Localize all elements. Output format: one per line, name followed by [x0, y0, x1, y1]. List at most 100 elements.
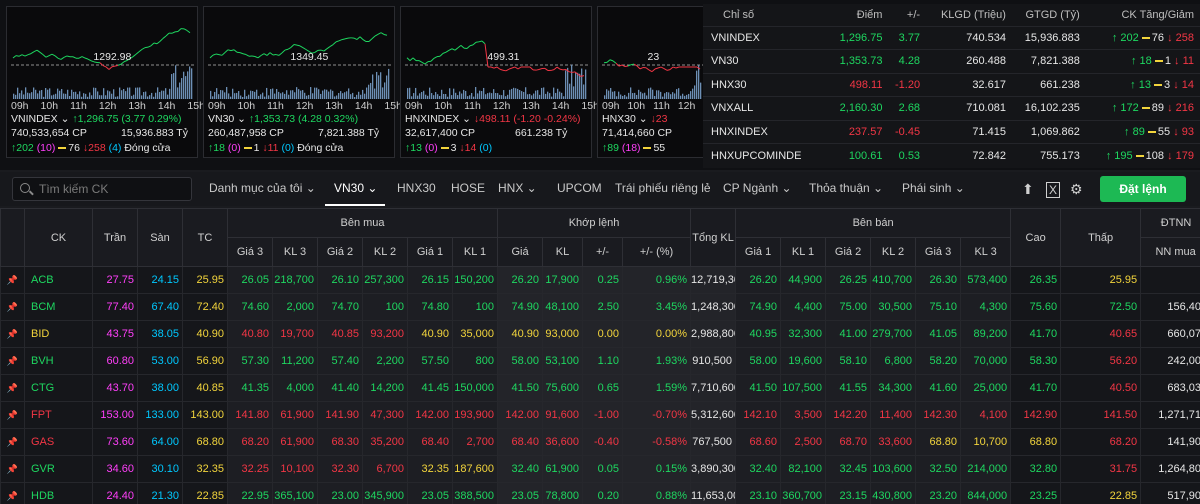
index-header: CK Tăng/Giảm	[1121, 8, 1194, 21]
index-volume: 71.415	[926, 119, 1012, 144]
col-s2: Giá 2	[825, 237, 872, 267]
symbol-cell[interactable]: BCM	[24, 293, 93, 321]
declines: ↓11	[262, 142, 282, 154]
table-row[interactable]: 📌 GAS 73.60 64.00 68.80 68.20 61,900 68.30 35,20…	[0, 428, 1200, 456]
data-cell: 44,900	[780, 266, 827, 294]
col-bv2: KL 2	[362, 237, 408, 267]
data-cell: 41.45	[407, 374, 453, 402]
index-row[interactable]: HNX30 498.11 -1.20 32.617 661.238 ↑ 13 3 ↓ 14	[703, 72, 1200, 97]
table-row[interactable]: 📌 GVR 34.60 30.10 32.35 32.25 10,100 32.30 6,700…	[0, 455, 1200, 483]
time-label: 09h	[11, 100, 29, 112]
symbol-cell[interactable]: GVR	[24, 455, 93, 483]
symbol-cell[interactable]: FPT	[24, 401, 93, 429]
tab-upcom[interactable]: UPCOM	[557, 181, 602, 195]
symbol-cell[interactable]: BVH	[24, 347, 93, 375]
place-order-button[interactable]: Đặt lệnh	[1100, 176, 1186, 202]
table-row[interactable]: 📌 FPT 153.00 133.00 143.00 141.80 61,900 141.90…	[0, 401, 1200, 429]
index-header: +/-	[906, 8, 921, 21]
upload-icon[interactable]: ⬆	[1022, 181, 1034, 197]
data-cell: 47,300	[362, 401, 408, 429]
data-cell: 142.30	[915, 401, 962, 429]
data-cell: 48,100	[542, 293, 584, 321]
pin-icon[interactable]: 📌	[0, 293, 25, 321]
symbol-cell[interactable]: ACB	[24, 266, 93, 294]
data-cell: 26.10	[317, 266, 363, 294]
symbol-cell[interactable]: HDB	[24, 482, 93, 504]
mini-chart-hnxindex[interactable]: 499.31 09h 10h 11h 12h 13h 14h 15h HNXINDEX ⌄ ↓4…	[400, 6, 599, 158]
index-value: 1,069.862	[1011, 119, 1086, 144]
data-cell: 32.35	[182, 455, 228, 483]
pin-icon[interactable]: 📌	[0, 374, 25, 402]
col-ceiling: Trần	[92, 208, 138, 267]
mini-chart-vn30[interactable]: 1349.45 09h 10h 11h 12h 13h 14h 15h VN30 ⌄ ↑1,35…	[203, 6, 402, 158]
data-cell: 23.10	[735, 482, 782, 504]
time-label: 09h	[405, 100, 423, 112]
index-row[interactable]: VN30 1,353.73 4.28 260.488 7,821.388 ↑ 18 1 ↓…	[703, 49, 1200, 73]
table-row[interactable]: 📌 BCM 77.40 67.40 72.40 74.60 2,000 74.70 100 74.…	[0, 293, 1200, 321]
excel-icon[interactable]: X	[1046, 182, 1061, 198]
symbol-cell[interactable]: GAS	[24, 428, 93, 456]
pin-icon[interactable]: 📌	[0, 482, 25, 504]
data-cell: 33,600	[870, 428, 917, 456]
tab-hnx[interactable]: HNX ⌄	[498, 181, 537, 195]
reference-price-label: 1349.45	[290, 51, 329, 63]
index-name: HNX30	[703, 72, 830, 97]
index-breadth: ↑ 195 108 ↓ 179	[1085, 143, 1200, 167]
tab-th-a-thu-n[interactable]: Thỏa thuận ⌄	[809, 181, 884, 195]
table-row[interactable]: 📌 ACB 27.75 24.15 25.95 26.05 218,700 26.10 257,…	[0, 266, 1200, 294]
tab-tr-i-phi-u-ri-ng-l-[interactable]: Trái phiếu riêng lẻ	[615, 181, 711, 195]
index-row[interactable]: HNXUPCOMINDE 100.61 0.53 72.842 755.173 ↑ 195…	[703, 143, 1200, 167]
search-input[interactable]: Tìm kiếm CK	[12, 177, 192, 201]
tab-hose[interactable]: HOSE	[451, 181, 486, 195]
data-cell: 32.80	[1010, 455, 1062, 483]
mini-chart-vnindex[interactable]: 1292.98 09h 10h 11h 12h 13h 14h 15h VNINDEX ⌄ ↑1…	[6, 6, 205, 158]
table-row[interactable]: 📌 BID 43.75 38.05 40.90 40.80 19,700 40.85 93,20…	[0, 320, 1200, 348]
tab-cp-ng-nh[interactable]: CP Ngành ⌄	[723, 181, 792, 195]
table-row[interactable]: 📌 CTG 43.70 38.00 40.85 41.35 4,000 41.40 14,200…	[0, 374, 1200, 402]
index-row[interactable]: VNXALL 2,160.30 2.68 710.081 16,102.235 ↑ 172…	[703, 96, 1200, 120]
data-cell: 11,653,000	[690, 482, 737, 504]
index-row[interactable]: VNINDEX 1,296.75 3.77 740.534 15,936.883 ↑ 20…	[703, 25, 1200, 50]
pin-icon[interactable]: 📌	[0, 266, 25, 294]
pin-icon[interactable]: 📌	[0, 428, 25, 456]
tab-danh-m-c-c-a-t-i[interactable]: Danh mục của tôi ⌄	[209, 181, 316, 195]
data-cell: 43.70	[92, 374, 138, 402]
data-cell: 142.20	[825, 401, 872, 429]
data-cell: 74.90	[497, 293, 544, 321]
data-cell: 430,800	[870, 482, 917, 504]
data-cell: 75.00	[825, 293, 872, 321]
unchanged-icon	[243, 147, 252, 150]
pin-icon[interactable]: 📌	[0, 347, 25, 375]
data-cell: 53.00	[137, 347, 183, 375]
gear-icon[interactable]: ⚙	[1070, 181, 1083, 197]
data-cell: 68.80	[915, 428, 962, 456]
data-cell: 32.40	[735, 455, 782, 483]
pin-icon[interactable]: 📌	[0, 401, 25, 429]
index-point: 1,353.73	[829, 49, 889, 73]
index-header: Điểm	[856, 8, 883, 21]
data-cell: 12,719,300	[690, 266, 737, 294]
symbol-cell[interactable]: BID	[24, 320, 93, 348]
data-cell: 3,500	[780, 401, 827, 429]
pin-icon[interactable]: 📌	[0, 320, 25, 348]
data-cell: 68.40	[497, 428, 544, 456]
active-tab-indicator	[325, 204, 385, 206]
data-cell: 68.30	[317, 428, 363, 456]
index-change: 3.77	[888, 25, 927, 50]
index-row[interactable]: HNXINDEX 237.57 -0.45 71.415 1,069.862 ↑ 89 5…	[703, 119, 1200, 144]
data-cell: 19,700	[272, 320, 318, 348]
symbol-cell[interactable]: CTG	[24, 374, 93, 402]
tab-ph-i-sinh[interactable]: Phái sinh ⌄	[902, 181, 965, 195]
group-foreign: ĐTNN	[1140, 208, 1200, 238]
table-row[interactable]: 📌 BVH 60.80 53.00 56.90 57.30 11,200 57.40 2,200…	[0, 347, 1200, 375]
index-volume: 260,487,958 CP	[208, 127, 284, 139]
tab-vn30[interactable]: VN30 ⌄	[334, 181, 378, 195]
data-cell: 26.15	[407, 266, 453, 294]
mini-chart-hnx30[interactable]: 2309h10h11h12h13h14h15hHNX30 ⌄ ↓2371,414…	[597, 6, 772, 158]
advances: ↑13	[405, 142, 425, 154]
data-cell: 41.60	[915, 374, 962, 402]
table-row[interactable]: 📌 HDB 24.40 21.30 22.85 22.95 365,100 23.00 345,…	[0, 482, 1200, 504]
pin-icon[interactable]: 📌	[0, 455, 25, 483]
tab-hnx30[interactable]: HNX30	[397, 181, 436, 195]
data-cell: 32.50	[915, 455, 962, 483]
